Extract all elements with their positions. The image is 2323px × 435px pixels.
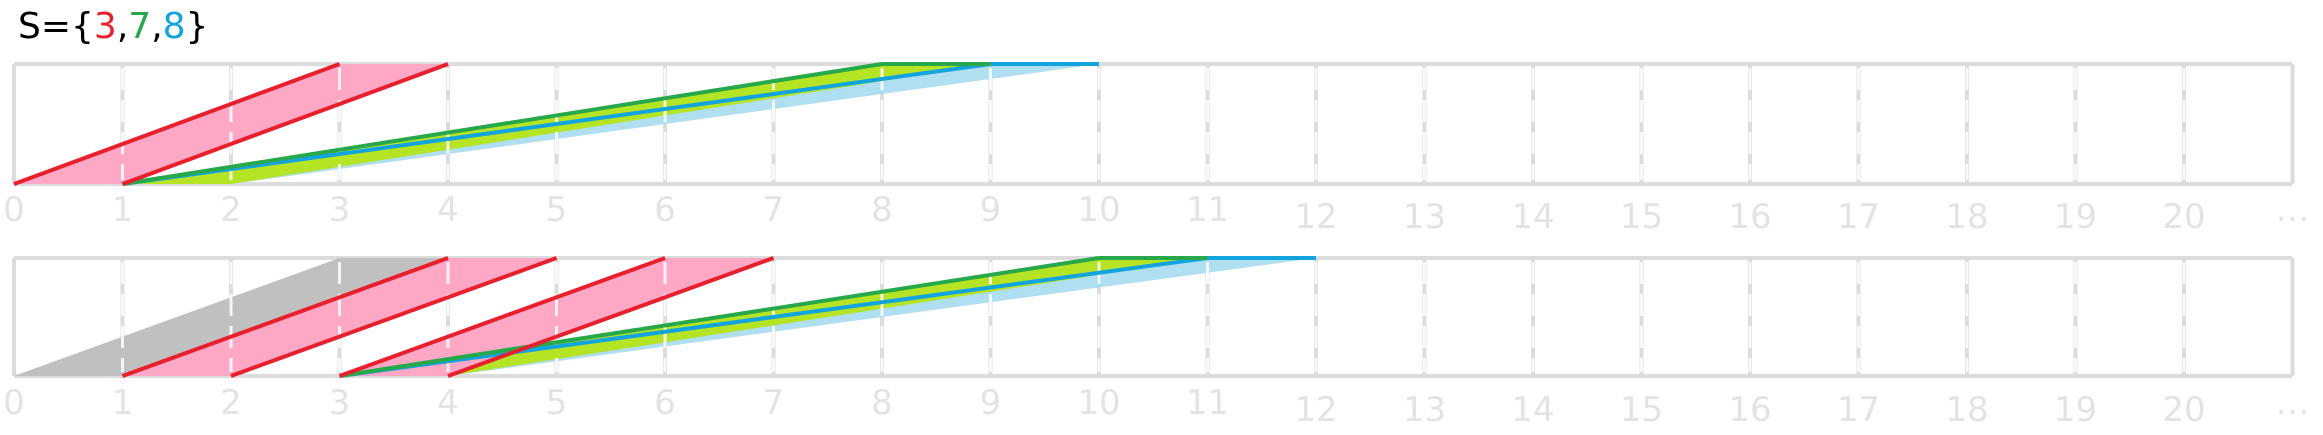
- set-value-8: 8: [163, 6, 186, 47]
- row-2-group: 0 1 2 3 4 5 6 7 8 9 10 11 12 13 14 15 16 17 18 19 20…: [3, 256, 2310, 430]
- row-1-shapes: [13, 62, 2186, 186]
- tick-label: 20: [2162, 197, 2205, 237]
- tick-label: …: [2276, 190, 2310, 230]
- red-upper-line: [447, 256, 775, 378]
- tick-label: 4: [437, 383, 459, 423]
- tick-label: 18: [1945, 197, 1988, 237]
- set-title-prefix: S={: [18, 6, 94, 47]
- tick-label: 20: [2162, 390, 2205, 430]
- tick-label: 7: [763, 190, 785, 230]
- red-upper-line: [121, 62, 449, 186]
- tick-label: 15: [1620, 197, 1663, 237]
- tick-label: 17: [1837, 197, 1880, 237]
- blue-lower-line: [339, 256, 1208, 378]
- tick-label: 0: [3, 383, 25, 423]
- tick-label: 14: [1511, 390, 1554, 430]
- blue-lower-line: [122, 62, 991, 186]
- tick-label: 13: [1403, 197, 1446, 237]
- row-2-tick-labels: 0 1 2 3 4 5 6 7 8 9 10 11 12 13 14 15 16 17 18 19 20…: [3, 383, 2309, 430]
- tick-label: 3: [329, 190, 351, 230]
- tick-label: 9: [980, 383, 1002, 423]
- tick-label: 15: [1620, 390, 1663, 430]
- tick-label: 9: [980, 190, 1002, 230]
- tick-label: 4: [437, 190, 459, 230]
- tick-label: 5: [546, 383, 568, 423]
- tick-label: 16: [1728, 390, 1771, 430]
- set-title-sep: ,: [151, 6, 162, 47]
- tick-label: 12: [1294, 197, 1337, 237]
- row-1-group: 0 1 2 3 4 5 6 7 8 9 10 11 12 13 14 15 16 17 18 19 20…: [3, 62, 2310, 237]
- tick-label: 17: [1837, 390, 1880, 430]
- green-lower-line: [122, 62, 883, 186]
- tick-label: 13: [1403, 390, 1446, 430]
- tick-label: 5: [546, 190, 568, 230]
- tick-label: 0: [3, 190, 25, 230]
- red-lower-line: [13, 62, 341, 186]
- tick-label: 16: [1728, 197, 1771, 237]
- set-title-sep: ,: [117, 6, 128, 47]
- tick-label: 12: [1294, 390, 1337, 430]
- tick-label: 8: [871, 190, 893, 230]
- tick-label: 11: [1186, 190, 1229, 230]
- diagram-rows: 0 1 2 3 4 5 6 7 8 9 10 11 12 13 14 15 16 17 18 19 20 …0 1 2 3 4 5 6…: [3, 62, 2310, 430]
- set-value-7: 7: [128, 6, 151, 47]
- tick-label: 2: [220, 383, 242, 423]
- green-lower-line: [339, 256, 1100, 378]
- tick-label: 10: [1077, 383, 1120, 423]
- red-lower-line: [338, 256, 666, 378]
- tick-label: 8: [871, 383, 893, 423]
- row-2-shapes: [14, 256, 2186, 378]
- tick-label: 18: [1945, 390, 1988, 430]
- tick-label: 6: [654, 383, 676, 423]
- tick-label: 19: [2054, 390, 2097, 430]
- tick-label: 14: [1511, 197, 1554, 237]
- set-title: S={3,7,8}: [18, 6, 208, 47]
- tick-label: 6: [654, 190, 676, 230]
- tick-label: …: [2276, 383, 2310, 423]
- tick-label: 19: [2054, 197, 2097, 237]
- red-upper-line: [230, 256, 558, 378]
- tick-label: 1: [112, 190, 134, 230]
- red-lower-line: [121, 256, 449, 378]
- set-value-3: 3: [94, 6, 117, 47]
- tick-label: 7: [763, 383, 785, 423]
- set-title-suffix: }: [186, 6, 209, 47]
- row-1-tick-labels: 0 1 2 3 4 5 6 7 8 9 10 11 12 13 14 15 16 17 18 19 20…: [3, 190, 2309, 237]
- tick-label: 10: [1077, 190, 1120, 230]
- tick-label: 1: [112, 383, 134, 423]
- tick-label: 2: [220, 190, 242, 230]
- tick-label: 3: [329, 383, 351, 423]
- tick-label: 11: [1186, 383, 1229, 423]
